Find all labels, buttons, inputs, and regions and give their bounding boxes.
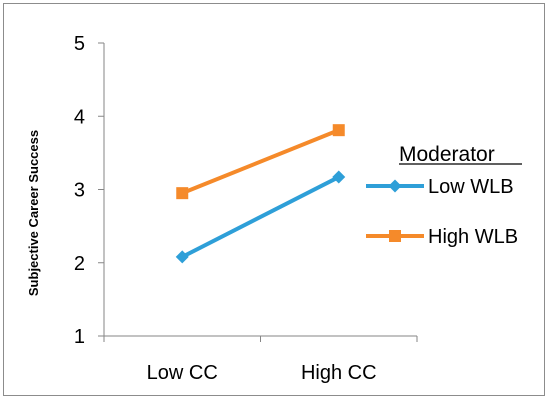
legend: Moderator Low WLB High WLB (366, 143, 522, 248)
legend-title: Moderator (399, 143, 495, 166)
y-axis-label: Subjective Career Success (26, 130, 41, 296)
plot-series (175, 124, 346, 264)
series-low-wlb (175, 170, 346, 264)
x-tick-label: High CC (301, 362, 377, 384)
legend-item-low-wlb: Low WLB (366, 176, 514, 198)
legend-label-low-wlb: Low WLB (428, 176, 514, 198)
axes: 1 2 3 4 5 Low CC High CC (74, 33, 418, 384)
y-tick-label: 1 (74, 326, 85, 348)
x-ticks: Low CC High CC (103, 336, 418, 384)
y-tick-label: 4 (74, 106, 85, 128)
legend-item-high-wlb: High WLB (366, 226, 518, 248)
x-tick-label: Low CC (147, 362, 218, 384)
data-point-low-wlb (175, 250, 189, 264)
series-line-low-wlb (181, 175, 340, 259)
legend-marker-low-wlb (388, 179, 402, 193)
legend-label-high-wlb: High WLB (428, 226, 518, 248)
y-tick-label: 5 (74, 33, 85, 55)
chart-frame (3, 3, 545, 396)
data-point-low-wlb (332, 170, 346, 184)
y-tick-label: 3 (74, 180, 85, 202)
data-point-high-wlb (176, 187, 189, 200)
legend-items: Low WLB High WLB (366, 176, 518, 248)
y-tick-label: 2 (74, 253, 85, 275)
series-line-high-wlb (181, 128, 340, 196)
legend-marker-high-wlb (389, 230, 401, 242)
y-ticks: 1 2 3 4 5 (74, 33, 104, 348)
series-high-wlb (176, 124, 345, 200)
data-point-high-wlb (332, 124, 345, 137)
